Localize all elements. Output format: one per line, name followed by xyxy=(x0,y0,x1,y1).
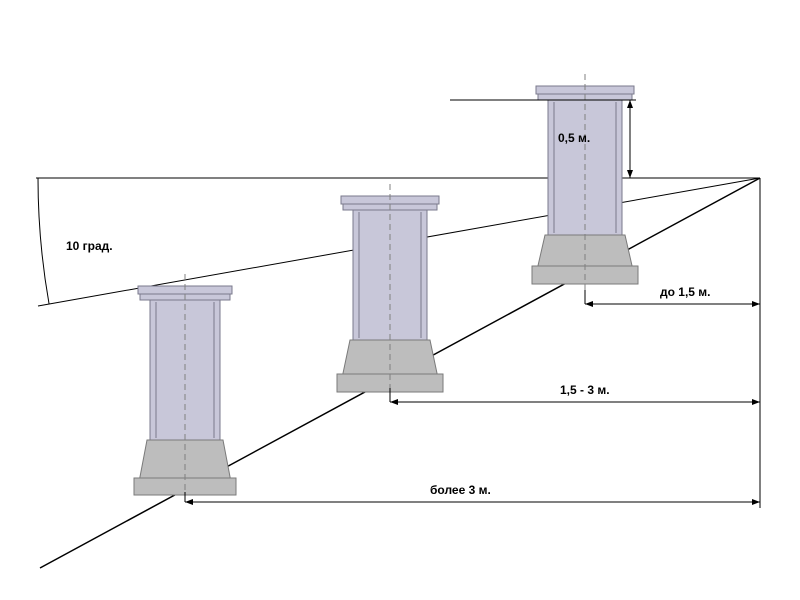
dist-near-label: до 1,5 м. xyxy=(660,285,711,299)
chimney-2 xyxy=(532,74,638,292)
height-top-label: 0,5 м. xyxy=(558,131,590,145)
chimney-diagram: 10 град. 0,5 м. до 1,5 м. 1,5 - 3 м. более 3… xyxy=(0,0,800,600)
chimney-1 xyxy=(337,184,443,400)
dist-far-label: более 3 м. xyxy=(430,483,491,497)
dist-mid-label: 1,5 - 3 м. xyxy=(560,383,610,397)
angle-label: 10 град. xyxy=(66,239,113,253)
